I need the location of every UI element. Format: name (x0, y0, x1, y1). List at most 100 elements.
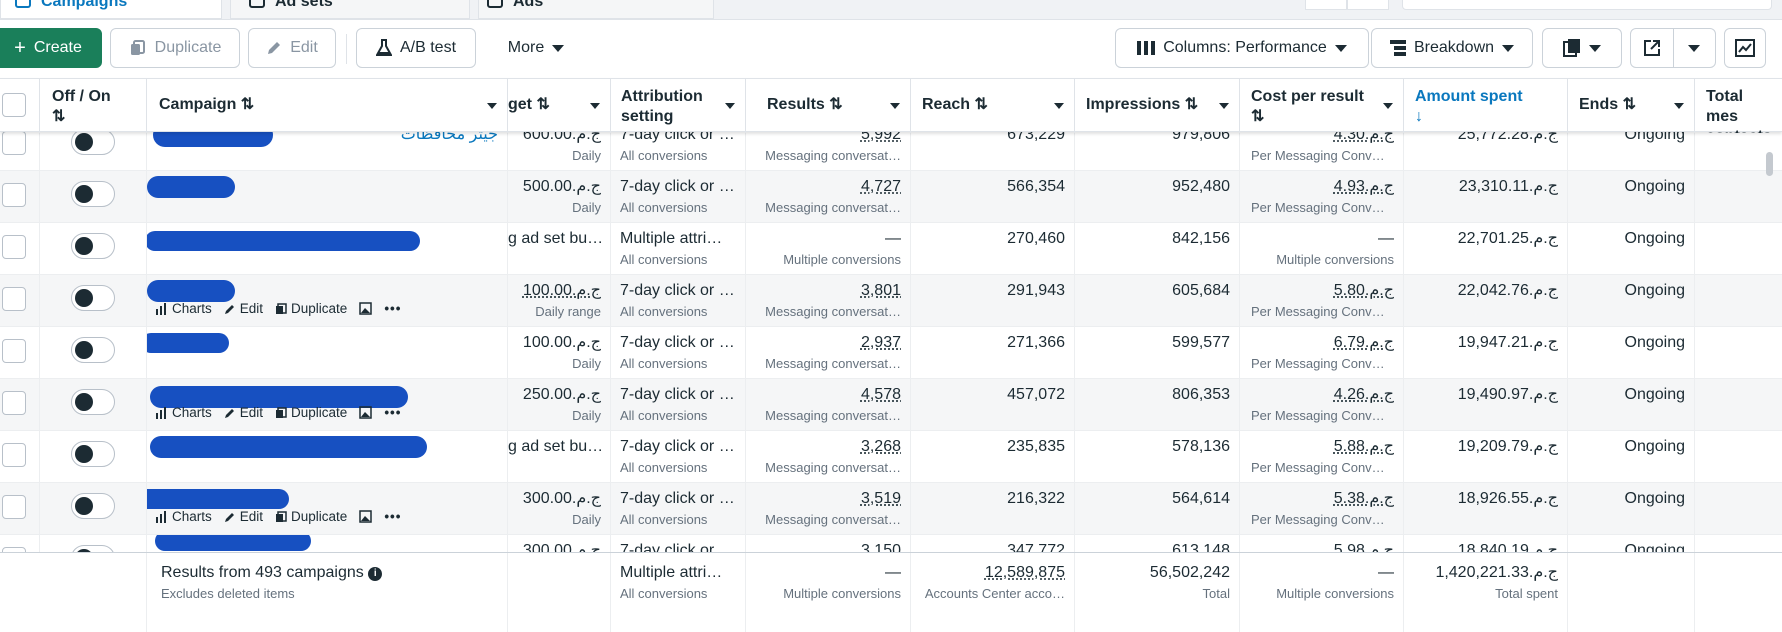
row-checkbox[interactable] (2, 287, 26, 311)
table-row[interactable]: 100.00.ج.م Daily 7-day click or … All conv… (0, 327, 1782, 379)
results-value[interactable]: 3,801 (860, 282, 901, 299)
table-row[interactable]: Charts Edit Duplicate ••• 250.00.ج.م Dail… (0, 379, 1782, 431)
table-row[interactable]: Charts Edit Duplicate ••• 300.00.ج.م Dail… (0, 483, 1782, 535)
table-row[interactable]: 500.00.ج.م Daily 7-day click or … All conv… (0, 171, 1782, 223)
date-next-button[interactable] (1347, 0, 1389, 10)
edit-action[interactable]: Edit (224, 301, 263, 316)
column-menu-icon[interactable] (1219, 103, 1229, 109)
cpr-value[interactable]: 5.38.ج.م (1333, 490, 1394, 507)
pin-action[interactable] (359, 406, 373, 419)
info-icon[interactable]: i (368, 567, 383, 581)
column-menu-icon[interactable] (1383, 103, 1393, 109)
row-checkbox[interactable] (2, 235, 26, 259)
column-total-messaging-contacts[interactable]: Total mes contacts (1695, 79, 1782, 133)
date-range-picker[interactable] (1402, 0, 1772, 10)
column-amount-spent[interactable]: Amount spent ↓ (1404, 79, 1568, 133)
edit-action[interactable]: Edit (224, 405, 263, 420)
table-row[interactable]: g ad set bu… 7-day click or … All convers… (0, 431, 1782, 483)
edit-button[interactable]: Edit (248, 28, 336, 68)
row-checkbox[interactable] (2, 339, 26, 363)
charts-action[interactable]: Charts (156, 509, 212, 524)
ab-test-label[interactable]: A/B test (399, 39, 457, 56)
footer-reach[interactable]: 12,589,875 (984, 564, 1065, 581)
select-all-checkbox[interactable] (2, 93, 26, 117)
cpr-value[interactable]: 4.30.ج.م (1333, 132, 1394, 143)
cpr-value[interactable]: 4.26.ج.م (1333, 386, 1394, 403)
columns-dropdown[interactable]: Columns: Performance (1115, 28, 1369, 68)
delivery-toggle[interactable] (71, 441, 115, 467)
column-off-on[interactable]: Off / On ⇅ (40, 79, 147, 133)
column-menu-icon[interactable] (487, 103, 497, 109)
duplicate-action[interactable]: Duplicate (275, 301, 347, 316)
more-dropdown[interactable]: More (484, 28, 588, 68)
results-value[interactable]: 3,268 (860, 438, 901, 455)
column-impressions[interactable]: Impressions ⇅ (1075, 79, 1240, 133)
column-menu-icon[interactable] (590, 103, 600, 109)
column-attribution[interactable]: Attribution setting (611, 79, 746, 133)
cpr-value[interactable]: 6.79.ج.م (1333, 334, 1394, 351)
delivery-toggle[interactable] (71, 337, 115, 363)
export-button[interactable] (1631, 39, 1673, 57)
delivery-toggle[interactable] (71, 181, 115, 207)
tab-ad-sets[interactable]: Ad sets (230, 0, 470, 19)
row-checkbox[interactable] (2, 547, 26, 552)
column-menu-icon[interactable] (1054, 103, 1064, 109)
reports-dropdown[interactable] (1542, 28, 1622, 68)
results-value[interactable]: 3,519 (860, 490, 901, 507)
results-value[interactable]: 4,727 (860, 178, 901, 195)
results-value[interactable]: 2,937 (860, 334, 901, 351)
column-campaign[interactable]: Campaign ⇅ (147, 79, 508, 133)
date-prev-button[interactable] (1305, 0, 1347, 10)
more-actions-icon[interactable]: ••• (384, 405, 402, 420)
charts-action[interactable]: Charts (156, 405, 212, 420)
delivery-toggle[interactable] (71, 545, 115, 552)
delivery-toggle[interactable] (71, 493, 115, 519)
table-row[interactable]: Charts Edit Duplicate ••• 100.00.ج.م Dail… (0, 275, 1782, 327)
pin-action[interactable] (359, 510, 373, 523)
results-value[interactable]: 3,150 (860, 542, 901, 552)
vertical-scrollbar[interactable] (1766, 152, 1773, 176)
more-actions-icon[interactable]: ••• (384, 301, 402, 316)
cpr-value[interactable]: 5.80.ج.م (1333, 282, 1394, 299)
duplicate-button[interactable]: Duplicate (110, 28, 240, 68)
ab-test-button[interactable]: A/B test (356, 28, 476, 68)
pin-action[interactable] (359, 302, 373, 315)
export-split-button[interactable] (1630, 28, 1716, 68)
duplicate-action[interactable]: Duplicate (275, 405, 347, 420)
cpr-value[interactable]: 4.93.ج.م (1333, 178, 1394, 195)
column-results[interactable]: Results ⇅ (746, 79, 911, 133)
more-actions-icon[interactable]: ••• (384, 509, 402, 524)
results-value[interactable]: 5,992 (860, 132, 901, 143)
column-menu-icon[interactable] (725, 103, 735, 109)
delivery-toggle[interactable] (71, 389, 115, 415)
charts-action[interactable]: Charts (156, 301, 212, 316)
tab-ads[interactable]: Ads (478, 0, 714, 19)
delivery-toggle[interactable] (71, 285, 115, 311)
table-row[interactable]: g ad set bu… Multiple attri… All conversi… (0, 223, 1782, 275)
create-button[interactable]: + Create (0, 28, 102, 68)
row-checkbox[interactable] (2, 132, 26, 155)
table-row[interactable]: جيتر محافظات 600.00.ج.م Daily 7-day click… (0, 132, 1782, 171)
delivery-toggle[interactable] (71, 233, 115, 259)
column-menu-icon[interactable] (890, 103, 900, 109)
table-row[interactable]: 300.00.ج.م 7-day click or … 3,150 347,77… (0, 535, 1782, 552)
row-checkbox[interactable] (2, 495, 26, 519)
row-checkbox[interactable] (2, 443, 26, 467)
row-checkbox[interactable] (2, 183, 26, 207)
column-reach[interactable]: Reach ⇅ (911, 79, 1075, 133)
duplicate-action[interactable]: Duplicate (275, 509, 347, 524)
export-menu-button[interactable] (1673, 44, 1715, 52)
column-budget[interactable]: get ⇅ (508, 79, 611, 133)
results-value[interactable]: 4,578 (860, 386, 901, 403)
edit-action[interactable]: Edit (224, 509, 263, 524)
charts-toggle-button[interactable] (1724, 28, 1766, 68)
row-checkbox[interactable] (2, 391, 26, 415)
column-cost-per-result[interactable]: Cost per result ⇅ (1240, 79, 1404, 133)
campaign-name-link[interactable]: جيتر محافظات (400, 132, 498, 143)
cpr-value[interactable]: 5.98.ج.م (1333, 542, 1394, 552)
delivery-toggle[interactable] (71, 132, 115, 155)
tab-campaigns[interactable]: Campaigns (0, 0, 222, 19)
budget-value[interactable]: 100.00.ج.م (522, 282, 601, 299)
column-menu-icon[interactable] (1674, 103, 1684, 109)
breakdown-dropdown[interactable]: Breakdown (1371, 28, 1533, 68)
